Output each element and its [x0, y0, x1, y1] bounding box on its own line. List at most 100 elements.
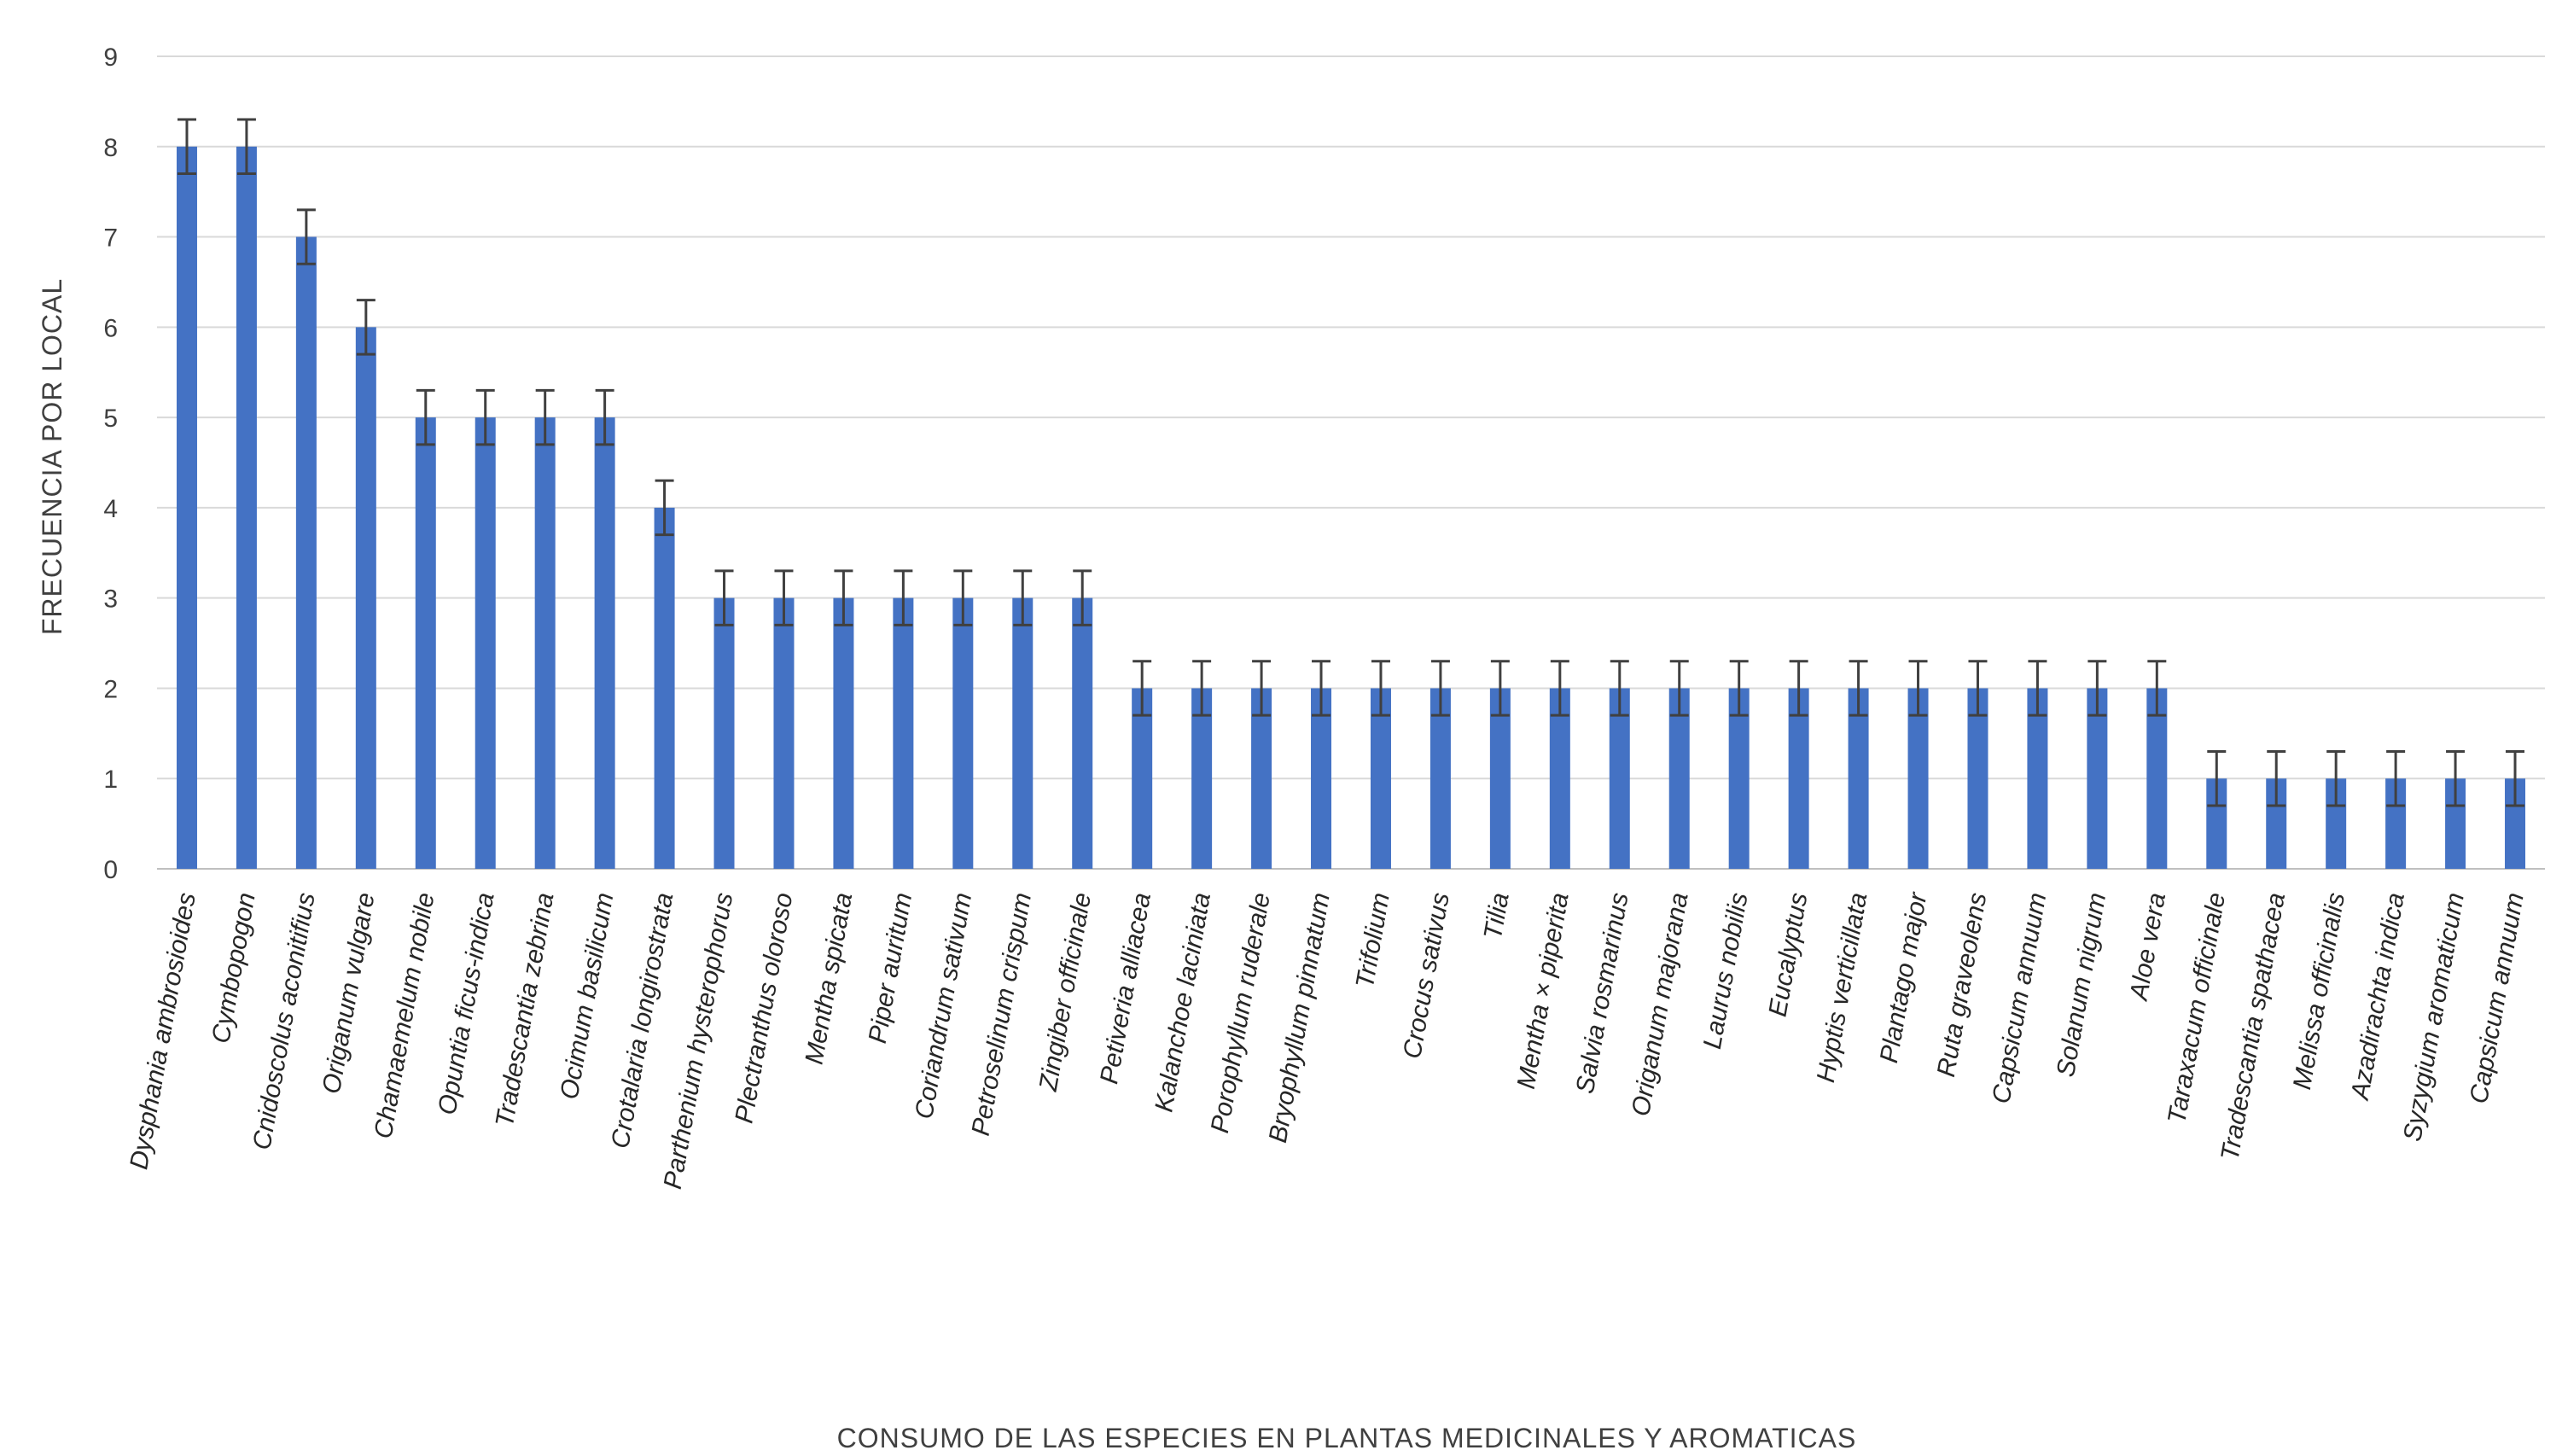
x-category-label: Syzygium aromaticum	[2398, 890, 2470, 1143]
y-tick-label: 3	[103, 585, 118, 614]
error-bar	[1252, 660, 1272, 717]
y-tick-label: 7	[103, 224, 118, 253]
x-category-label: Ruta graveolens	[1932, 890, 1992, 1079]
y-tick-label: 0	[103, 856, 118, 884]
bar	[952, 597, 974, 869]
x-category-label: Solanum nigrum	[2052, 890, 2111, 1079]
bar	[1251, 688, 1272, 869]
y-axis-ticks: 0 1 2 3 4 5 6 7 8 9	[103, 44, 118, 884]
bar	[1549, 688, 1570, 869]
y-tick-label: 6	[103, 314, 118, 342]
x-category-label: Salvia rosmarinus	[1571, 890, 1634, 1096]
bar	[1072, 597, 1093, 869]
bar	[713, 597, 735, 869]
error-bar	[1490, 660, 1510, 717]
bar	[1429, 688, 1451, 869]
x-category-label: Origanum majorana	[1627, 890, 1694, 1118]
gridlines	[157, 55, 2545, 870]
x-category-label: Tradescantia spathacea	[2216, 890, 2291, 1162]
bar	[1609, 688, 1630, 869]
bar	[1489, 688, 1511, 869]
x-category-label: Crotalaria longirostrata	[606, 890, 678, 1150]
error-bar	[1430, 660, 1450, 717]
error-bar	[2267, 749, 2286, 807]
bar	[534, 417, 556, 870]
bar	[295, 236, 317, 869]
error-bar	[1849, 660, 1868, 717]
error-bar	[1192, 660, 1212, 717]
x-category-label: Chamaemelum nobile	[369, 890, 440, 1140]
error-bar	[2506, 749, 2525, 807]
error-bar	[1968, 660, 1988, 717]
error-bar	[2147, 660, 2167, 717]
bar	[1132, 688, 1153, 869]
error-bar	[475, 388, 495, 446]
x-category-label: Capsicum annuum	[1987, 890, 2052, 1105]
x-category-label: Tradescantia zebrina	[491, 890, 560, 1128]
error-bar	[1013, 569, 1033, 626]
bar	[1848, 688, 1869, 869]
error-bar	[2087, 660, 2107, 717]
x-category-label: Azadirachta indica	[2346, 890, 2410, 1103]
bar	[773, 597, 795, 869]
y-axis-title: FRECUENCIA POR LOCAL	[37, 278, 67, 635]
x-category-label: Porophyllum ruderale	[1206, 890, 1276, 1135]
x-category-label: Bryophyllum pinnatum	[1264, 890, 1336, 1144]
bar	[2027, 688, 2048, 869]
error-bar	[1371, 660, 1390, 717]
y-tick-label: 9	[103, 44, 118, 72]
error-bar	[1789, 660, 1808, 717]
error-bar	[1073, 569, 1092, 626]
x-category-label: Kalanchoe laciniata	[1150, 890, 1216, 1114]
bar	[1967, 688, 1988, 869]
bar	[1311, 688, 1332, 869]
bar	[1907, 688, 1929, 869]
x-category-label: Dysphania ambrosioides	[125, 890, 201, 1171]
x-category-label: Piper auritum	[864, 890, 917, 1045]
bar	[594, 417, 615, 870]
bar	[1728, 688, 1750, 869]
y-tick-label: 8	[103, 134, 118, 162]
error-bar	[356, 299, 376, 356]
bar	[1788, 688, 1809, 869]
x-category-label: Trifolium	[1351, 890, 1395, 990]
error-bar	[1550, 660, 1569, 717]
bar	[2087, 688, 2108, 869]
bar	[415, 417, 436, 870]
bar	[893, 597, 914, 869]
error-bar	[894, 569, 913, 626]
bar	[2146, 688, 2168, 869]
error-bar	[1669, 660, 1689, 717]
x-category-label: Plantago major	[1875, 890, 1933, 1065]
x-category-label: Tilia	[1479, 890, 1515, 941]
x-category-label: Taraxacum officinale	[2163, 890, 2231, 1126]
x-category-label: Opuntia ficus-indica	[433, 890, 499, 1116]
bar	[236, 146, 257, 869]
x-axis-category-labels: Dysphania ambrosioides CymbopogonCnidosco…	[125, 890, 2530, 1191]
bar	[1370, 688, 1391, 869]
error-bar	[236, 118, 256, 176]
error-bar	[1610, 660, 1629, 717]
y-tick-label: 1	[103, 766, 118, 794]
error-bar	[834, 569, 853, 626]
error-bar	[2446, 749, 2466, 807]
error-bar	[1729, 660, 1749, 717]
x-category-label: Hyptis verticillata	[1812, 890, 1873, 1084]
x-category-label: Zingiber officinale	[1034, 890, 1098, 1093]
x-category-label: Mentha spicata	[800, 890, 858, 1066]
error-bar	[2207, 749, 2227, 807]
y-tick-label: 2	[103, 675, 118, 703]
error-bar	[774, 569, 794, 626]
bar	[654, 507, 675, 869]
error-bar	[2028, 660, 2047, 717]
error-bar	[535, 388, 555, 446]
x-category-label: Aloe vera	[2124, 890, 2171, 1004]
x-category-label: Petroselinum crispum	[967, 890, 1038, 1138]
x-category-label: Petiveria alliacea	[1095, 890, 1156, 1086]
bar	[1668, 688, 1690, 869]
x-category-label: Plectranthus oloroso	[730, 890, 798, 1125]
error-bar	[1312, 660, 1331, 717]
x-category-label: Crocus sativus	[1398, 890, 1455, 1060]
x-category-label: Eucalyptus	[1764, 890, 1814, 1018]
